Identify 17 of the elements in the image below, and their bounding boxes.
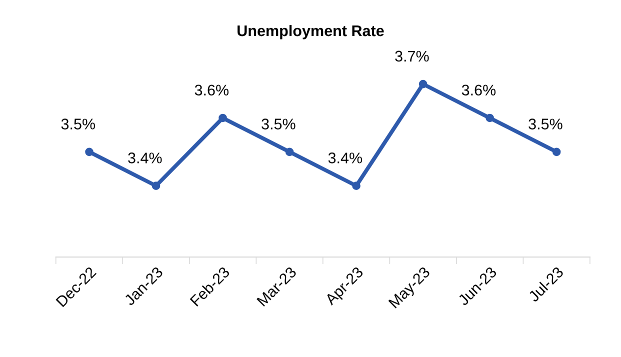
data-label: 3.5% [262, 118, 296, 130]
point [285, 148, 294, 156]
point [352, 182, 360, 190]
data-label: 3.5% [528, 118, 562, 130]
point [486, 114, 494, 122]
data-label: 3.4% [328, 152, 362, 164]
data-label: 3.6% [462, 84, 496, 96]
point [218, 114, 227, 122]
chart-title: Unemployment Rate [238, 24, 384, 40]
point [552, 148, 561, 156]
point [85, 148, 94, 156]
point [152, 182, 160, 190]
data-label: 3.5% [61, 118, 96, 130]
point [418, 80, 428, 88]
data-label: 3.4% [128, 152, 162, 164]
data-label: 3.6% [194, 84, 229, 96]
data-label: 3.7% [395, 50, 429, 62]
